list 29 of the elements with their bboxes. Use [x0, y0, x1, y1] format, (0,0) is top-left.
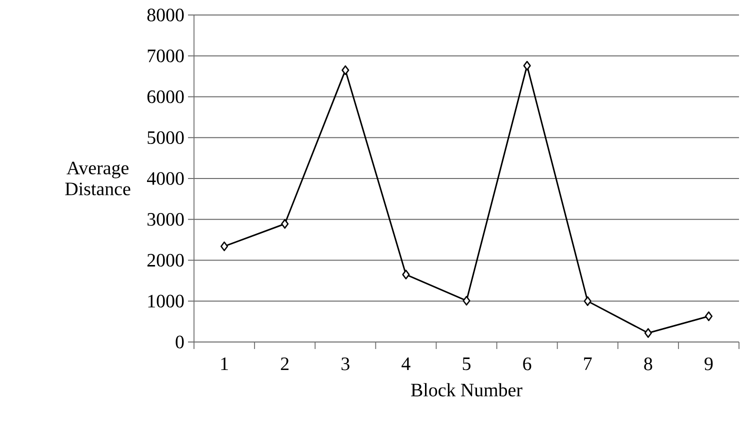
x-tick-label: 3: [342, 358, 350, 370]
x-tick-label: 1: [221, 358, 228, 370]
point: [342, 65, 350, 76]
y-tick-label: 6000: [147, 90, 184, 104]
x-tick-label: 4: [402, 358, 410, 370]
point: [281, 219, 289, 229]
y-tick-label: 7000: [148, 49, 184, 62]
y-tick-label: 2000: [147, 254, 184, 267]
point: [220, 242, 228, 252]
point: [584, 296, 592, 306]
point: [644, 328, 652, 338]
x-tick-label: 8: [644, 358, 652, 370]
y-tick-label: 8000: [147, 8, 184, 22]
x-tick-label: 9: [704, 358, 713, 370]
y-tick-label: 4000: [146, 172, 184, 185]
y-axis-title: Average Distance: [65, 162, 130, 196]
x-tick-label: 5: [462, 358, 470, 370]
point: [462, 296, 470, 306]
point: [402, 270, 410, 280]
x-tick-label: 6: [523, 358, 532, 370]
y-tick-label: 3000: [148, 213, 184, 226]
x-axis-title: Block Number: [411, 383, 522, 396]
y-tick-label: 1000: [148, 294, 184, 308]
x-tick-label: 7: [584, 358, 592, 370]
point: [523, 60, 531, 71]
x-tick-label: 2: [280, 358, 289, 370]
point: [704, 311, 713, 322]
y-tick-label: 5000: [148, 131, 184, 144]
y-tick-label: 0: [176, 336, 184, 348]
